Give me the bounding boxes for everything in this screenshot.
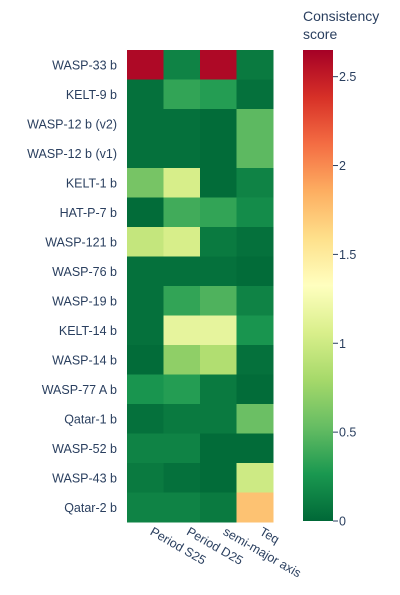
colorbar-tick-label: 2.5 [339, 70, 356, 84]
heatmap-cell [163, 463, 201, 493]
heatmap-cell [127, 404, 164, 434]
heatmap-cell [127, 463, 164, 493]
heatmap-cell [127, 109, 164, 139]
heatmap-cell [236, 286, 274, 316]
y-tick-label: WASP-121 b [45, 235, 117, 249]
heatmap-cell [200, 138, 237, 169]
colorbar-tick-label: 0.5 [339, 426, 356, 440]
colorbar-gradient [303, 50, 333, 521]
heatmap-cell [200, 315, 237, 346]
y-tick-label: Qatar-2 b [64, 501, 117, 515]
heatmap-cell [127, 433, 164, 464]
heatmap-cell [236, 345, 274, 375]
heatmap-cell [200, 79, 237, 110]
heatmap-cell [163, 138, 201, 169]
y-tick-label: WASP-19 b [52, 294, 117, 308]
y-tick-label: WASP-77 A b [42, 383, 117, 397]
colorbar-tick-label: 0 [339, 515, 346, 529]
y-tick-label: WASP-33 b [52, 58, 117, 72]
y-tick-label: WASP-43 b [52, 471, 117, 485]
colorbar-ticks: 0 0.5 1 1.5 2 2.5 [333, 70, 356, 529]
heatmap-cell [163, 374, 201, 405]
heatmap-cell [127, 197, 164, 228]
heatmap-cell [236, 79, 274, 110]
heatmap-cell [127, 345, 164, 375]
heatmap-cell [200, 286, 237, 316]
heatmap-cell [127, 168, 164, 198]
y-tick-label: KELT-14 b [59, 324, 117, 338]
colorbar-title-line2: score [303, 26, 337, 42]
heatmap-cell [127, 374, 164, 405]
y-tick-label: WASP-52 b [52, 442, 117, 456]
heatmap-cell [127, 492, 164, 523]
heatmap-cell [236, 50, 274, 80]
heatmap-cell [163, 345, 201, 375]
heatmap-cell [127, 227, 164, 257]
y-axis-labels: WASP-33 b KELT-9 b WASP-12 b (v2) WASP-12 b… [27, 58, 117, 515]
heatmap-cell [163, 404, 201, 434]
heatmap-cell [200, 433, 237, 464]
heatmap-cell [200, 345, 237, 375]
heatmap-cell [163, 227, 201, 257]
heatmap-cell [236, 433, 274, 464]
heatmap-cell [236, 404, 274, 434]
heatmap-cell [163, 286, 201, 316]
y-tick-label: KELT-9 b [66, 88, 117, 102]
heatmap-cell [163, 256, 201, 287]
heatmap-cell [127, 79, 164, 110]
heatmap-cell [236, 227, 274, 257]
heatmap-cell [200, 492, 237, 523]
y-tick-label: WASP-12 b (v1) [27, 147, 117, 161]
colorbar-title-line1: Consistency [303, 8, 379, 24]
heatmap-cell [163, 315, 201, 346]
heatmap-cell [163, 492, 201, 523]
heatmap-cell [163, 168, 201, 198]
heatmap-cell [200, 463, 237, 493]
heatmap-cell [236, 374, 274, 405]
y-tick-label: WASP-12 b (v2) [27, 117, 117, 131]
heatmap-cell [236, 315, 274, 346]
heatmap-cell [127, 256, 164, 287]
colorbar: Consistency score 0 0.5 1 1.5 2 2.5 [303, 8, 379, 529]
colorbar-tick-label: 2 [339, 159, 346, 173]
heatmap-cell [163, 79, 201, 110]
y-tick-label: KELT-1 b [66, 176, 117, 190]
heatmap-cell [127, 286, 164, 316]
heatmap-cell [200, 227, 237, 257]
heatmap-cell [236, 256, 274, 287]
heatmap-cell [200, 50, 237, 80]
heatmap-cell [163, 50, 201, 80]
heatmap-cell [127, 315, 164, 346]
heatmap-cell [127, 50, 164, 80]
y-tick-label: HAT-P-7 b [60, 206, 117, 220]
heatmap-cell [200, 374, 237, 405]
heatmap-cell [163, 197, 201, 228]
heatmap-cell [163, 109, 201, 139]
heatmap-cell [200, 197, 237, 228]
heatmap-cell [236, 168, 274, 198]
heatmap-cell [236, 138, 274, 169]
heatmap-cells [127, 50, 274, 523]
heatmap-cell [200, 168, 237, 198]
heatmap-cell [236, 463, 274, 493]
heatmap-cell [236, 492, 274, 523]
heatmap-cell [200, 256, 237, 287]
heatmap-cell [236, 197, 274, 228]
y-tick-label: WASP-76 b [52, 265, 117, 279]
colorbar-tick-label: 1.5 [339, 248, 356, 262]
y-tick-label: Qatar-1 b [64, 412, 117, 426]
colorbar-tick-label: 1 [339, 337, 346, 351]
heatmap-cell [163, 433, 201, 464]
heatmap-cell [236, 109, 274, 139]
heatmap-cell [200, 109, 237, 139]
heatmap-cell [127, 138, 164, 169]
heatmap-cell [200, 404, 237, 434]
y-tick-label: WASP-14 b [52, 353, 117, 367]
